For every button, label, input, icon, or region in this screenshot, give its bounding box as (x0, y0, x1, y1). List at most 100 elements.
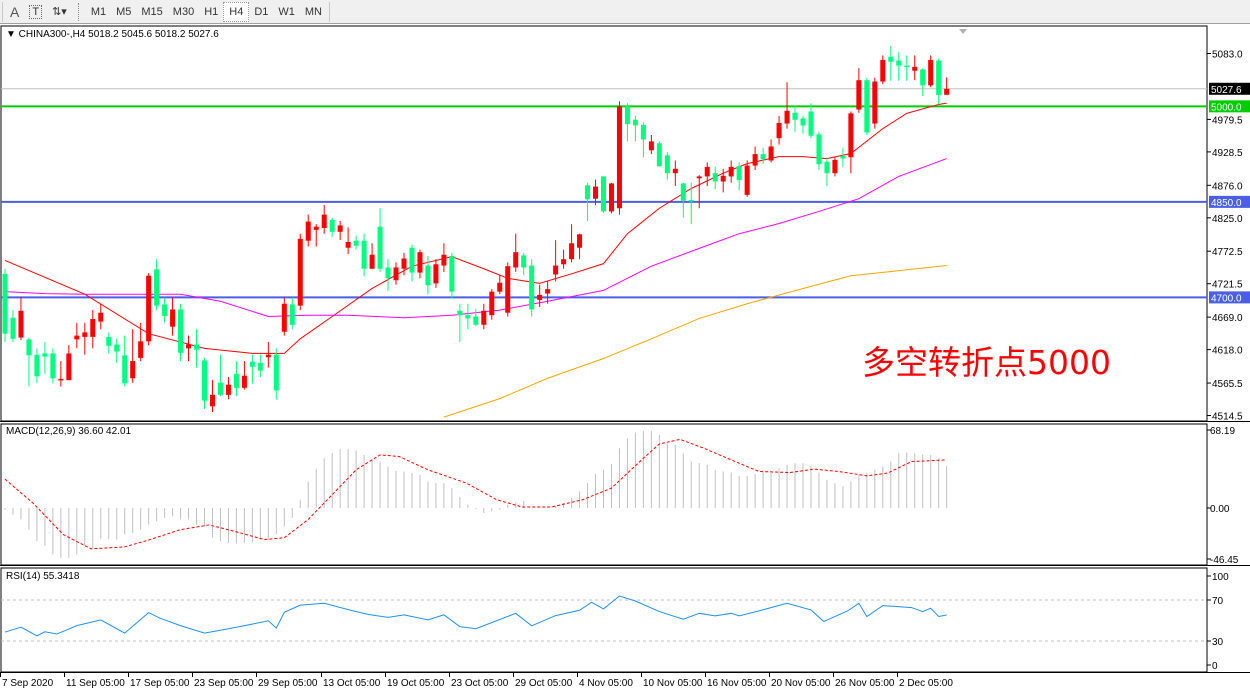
timeframe-m5-button[interactable]: M5 (116, 5, 132, 18)
candle-body[interactable] (50, 353, 56, 379)
candle-body[interactable] (90, 319, 96, 337)
candle-body[interactable] (281, 303, 287, 332)
candle-body[interactable] (928, 59, 934, 86)
candle-body[interactable] (393, 267, 399, 281)
candle-body[interactable] (289, 304, 295, 325)
candle-body[interactable] (616, 106, 622, 209)
candle-body[interactable] (800, 118, 806, 126)
candle-body[interactable] (265, 354, 271, 358)
candle-body[interactable] (130, 361, 136, 379)
candle-body[interactable] (608, 183, 614, 212)
candle-body[interactable] (593, 186, 599, 199)
candle-body[interactable] (712, 173, 718, 182)
candle-body[interactable] (425, 265, 431, 286)
candle-body[interactable] (106, 336, 112, 346)
candle-body[interactable] (736, 166, 742, 181)
candle-body[interactable] (920, 69, 926, 86)
candle-body[interactable] (672, 168, 678, 174)
candle-body[interactable] (944, 88, 950, 95)
candle-body[interactable] (401, 258, 407, 269)
candle-body[interactable] (457, 310, 463, 316)
candle-body[interactable] (369, 254, 375, 269)
candle-body[interactable] (417, 252, 423, 273)
candle-body[interactable] (34, 354, 40, 377)
candle-body[interactable] (640, 124, 646, 140)
candle-body[interactable] (848, 113, 854, 158)
candle-body[interactable] (704, 166, 710, 177)
candle-body[interactable] (409, 247, 415, 273)
candle-body[interactable] (337, 225, 343, 232)
candle-body[interactable] (2, 273, 8, 334)
candle-body[interactable] (10, 317, 16, 339)
timeframe-mn-button[interactable]: MN (304, 5, 322, 18)
candle-body[interactable] (249, 361, 255, 367)
candle-body[interactable] (82, 332, 88, 337)
candle-body[interactable] (481, 310, 487, 325)
candle-body[interactable] (146, 275, 152, 342)
candle-body[interactable] (225, 384, 231, 395)
candle-body[interactable] (936, 60, 942, 95)
candle-body[interactable] (696, 176, 702, 179)
timeframe-m15-button[interactable]: M15 (141, 5, 163, 18)
candle-body[interactable] (840, 156, 846, 159)
candle-body[interactable] (784, 110, 790, 124)
candle-body[interactable] (297, 238, 303, 306)
candle-body[interactable] (209, 394, 215, 407)
candle-body[interactable] (441, 254, 447, 266)
candle-body[interactable] (122, 355, 128, 384)
candle-body[interactable] (888, 56, 894, 62)
text-tool-button[interactable]: A (10, 3, 20, 20)
candle-body[interactable] (904, 65, 910, 68)
candle-body[interactable] (305, 221, 311, 241)
candle-body[interactable] (569, 243, 575, 260)
candle-body[interactable] (74, 335, 80, 340)
candle-body[interactable] (680, 183, 686, 201)
candle-body[interactable] (489, 291, 495, 316)
candle-body[interactable] (233, 373, 239, 388)
candle-body[interactable] (162, 304, 168, 316)
candle-body[interactable] (816, 134, 822, 165)
candle-body[interactable] (632, 119, 638, 126)
candle-body[interactable] (513, 252, 519, 268)
candle-body[interactable] (114, 344, 120, 352)
candle-body[interactable] (186, 344, 192, 349)
candle-body[interactable] (98, 312, 104, 322)
candle-body[interactable] (273, 354, 279, 391)
candle-body[interactable] (760, 154, 766, 160)
candle-body[interactable] (241, 375, 247, 388)
candle-body[interactable] (497, 282, 503, 292)
candle-body[interactable] (313, 226, 319, 230)
candle-body[interactable] (808, 111, 814, 136)
candle-body[interactable] (832, 159, 838, 174)
candle-body[interactable] (66, 353, 72, 381)
candle-body[interactable] (521, 255, 527, 268)
candle-body[interactable] (864, 80, 870, 133)
candle-body[interactable] (385, 267, 391, 279)
candle-body[interactable] (321, 214, 327, 228)
candle-body[interactable] (577, 234, 583, 248)
timeframe-d1-button[interactable]: D1 (254, 5, 269, 18)
candle-body[interactable] (776, 122, 782, 139)
candle-body[interactable] (345, 241, 351, 248)
text-label-tool-button[interactable]: T (24, 2, 47, 22)
candle-body[interactable] (377, 226, 383, 269)
candle-body[interactable] (856, 80, 862, 110)
candle-body[interactable] (768, 146, 774, 161)
candle-body[interactable] (537, 294, 543, 300)
candle-body[interactable] (880, 59, 886, 82)
candle-body[interactable] (872, 81, 878, 124)
candle-body[interactable] (202, 360, 207, 401)
candle-body[interactable] (361, 240, 367, 269)
candle-body[interactable] (217, 382, 223, 395)
candle-body[interactable] (688, 199, 694, 202)
timeframe-m1-button[interactable]: M1 (90, 5, 107, 18)
candle-body[interactable] (728, 166, 734, 177)
candle-body[interactable] (473, 316, 479, 325)
candle-body[interactable] (138, 341, 144, 358)
candle-body[interactable] (912, 66, 918, 71)
chart-shift-marker[interactable] (959, 29, 967, 34)
candle-body[interactable] (170, 309, 176, 327)
timeframe-m30-button[interactable]: M30 (172, 5, 195, 18)
candle-body[interactable] (752, 154, 758, 166)
